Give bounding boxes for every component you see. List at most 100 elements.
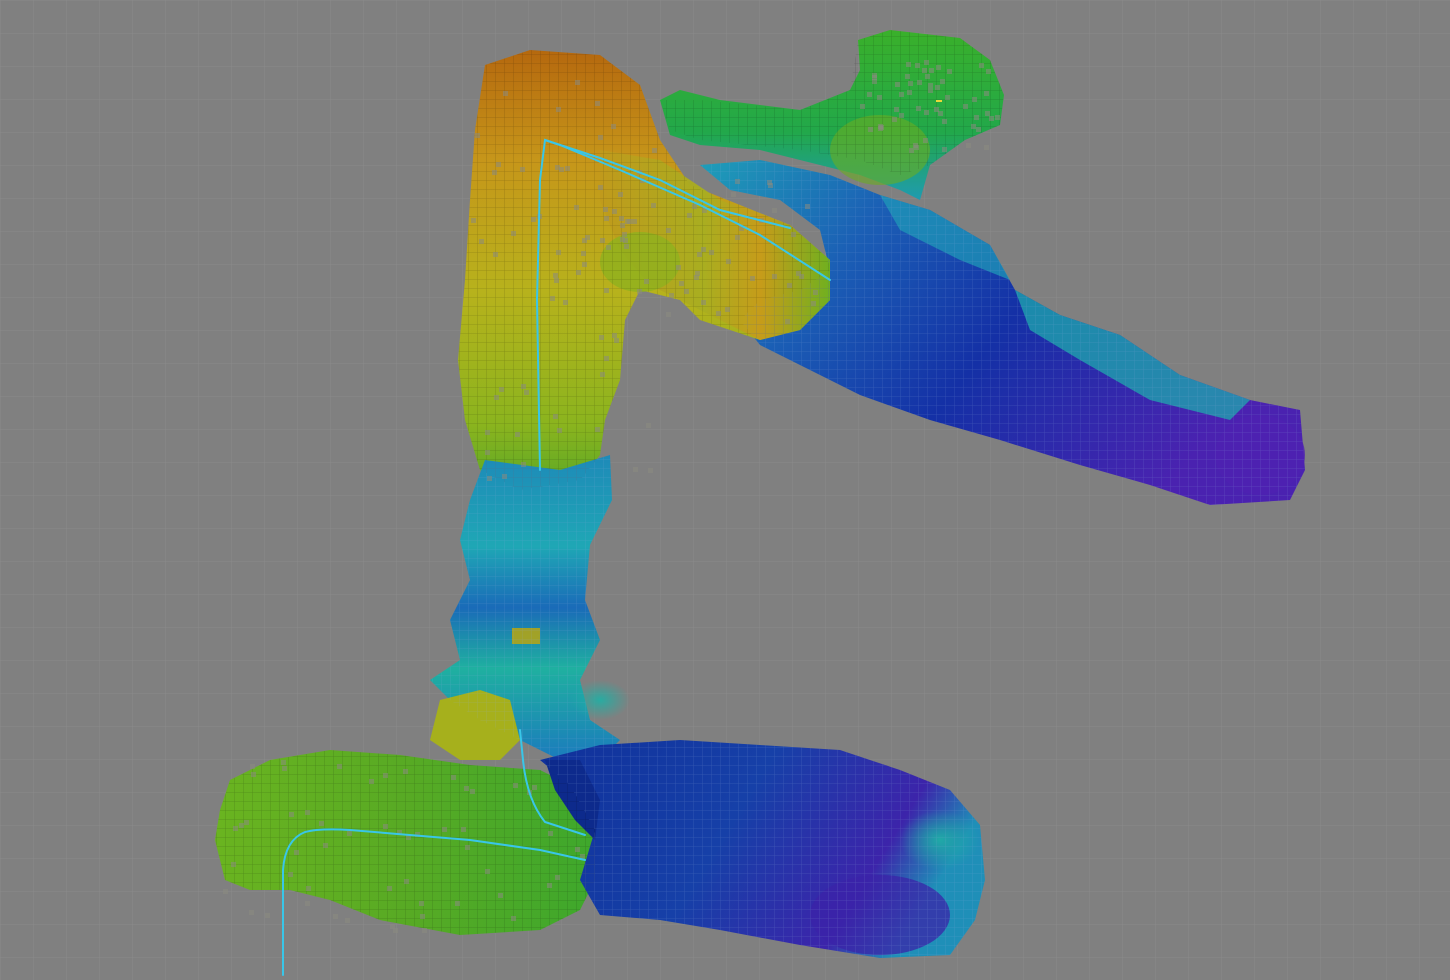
occupancy-cell (305, 810, 310, 815)
occupancy-cell (913, 143, 918, 148)
occupancy-cell (984, 91, 989, 96)
occupancy-cell (971, 124, 976, 129)
occupancy-cell (916, 106, 921, 111)
occupancy-cell (492, 170, 497, 175)
occupancy-cell (239, 823, 244, 828)
occupancy-cell (223, 889, 228, 894)
occupancy-cell (892, 117, 897, 122)
occupancy-cell (547, 883, 552, 888)
occupancy-cell (929, 68, 934, 73)
occupancy-cell (281, 760, 286, 765)
occupancy-cell (265, 913, 270, 918)
occupancy-cell (520, 167, 525, 172)
occupancy-cell (406, 835, 411, 840)
occupancy-cell (415, 832, 420, 837)
occupancy-cell (666, 312, 671, 317)
occupancy-cell (559, 167, 564, 172)
occupancy-cell (799, 274, 804, 279)
occupancy-cell (687, 213, 692, 218)
occupancy-cell (666, 228, 671, 233)
occupancy-cell (493, 252, 498, 257)
occupancy-cell (646, 423, 651, 428)
occupancy-cell (676, 265, 681, 270)
occupancy-cell (337, 764, 342, 769)
occupancy-cell (553, 414, 558, 419)
occupancy-cell (231, 862, 236, 867)
robot-path (282, 138, 831, 976)
occupancy-cell (694, 275, 699, 280)
occupancy-cell (796, 271, 801, 276)
occupancy-cell (475, 133, 480, 138)
occupancy-cell (899, 92, 904, 97)
occupancy-cell (623, 238, 628, 243)
occupancy-cell (403, 769, 408, 774)
occupancy-cell (604, 216, 609, 221)
occupancy-cell (499, 387, 504, 392)
occupancy-cell (345, 918, 350, 923)
occupancy-cell (289, 812, 294, 817)
occupancy-cell (282, 766, 287, 771)
occupancy-cell (984, 145, 989, 150)
occupancy-cell (701, 247, 706, 252)
occupancy-cell (585, 235, 590, 240)
occupancy-cell (383, 773, 388, 778)
occupancy-cell (872, 79, 877, 84)
occupancy-cell (521, 384, 526, 389)
occupancy-cell (464, 786, 469, 791)
occupancy-cell (612, 209, 617, 214)
occupancy-cell (620, 237, 625, 242)
occupancy-cell (709, 250, 714, 255)
occupancy-cell (553, 273, 558, 278)
occupancy-cell (249, 910, 254, 915)
occupancy-cell (347, 831, 352, 836)
occupancy-cell (575, 80, 580, 85)
occupancy-cell (938, 111, 943, 116)
occupancy-cell (511, 231, 516, 236)
occupancy-cell (633, 467, 638, 472)
occupancy-cell (531, 217, 536, 222)
occupancy-cell (947, 69, 952, 74)
occupancy-cell (494, 395, 499, 400)
occupancy-cell (422, 928, 427, 933)
occupancy-cell (556, 107, 561, 112)
occupancy-cell (648, 468, 653, 473)
occupancy-cell (600, 372, 605, 377)
occupancy-cell (878, 124, 883, 129)
occupancy-cell (768, 183, 773, 188)
occupancy-cell (934, 107, 939, 112)
occupancy-cell (485, 869, 490, 874)
occupancy-cell (625, 219, 630, 224)
occupancy-cell (979, 63, 984, 68)
occupancy-cell (966, 143, 971, 148)
occupancy-cell (772, 208, 777, 213)
occupancy-cell (305, 901, 310, 906)
occupancy-cell (974, 115, 979, 120)
occupancy-cell (397, 830, 402, 835)
occupancy-cell (515, 432, 520, 437)
occupancy-cell (651, 203, 656, 208)
occupancy-cell (915, 63, 920, 68)
occupancy-cell (632, 219, 637, 224)
occupancy-cell (813, 290, 818, 295)
marker (936, 100, 942, 102)
occupancy-cell (735, 235, 740, 240)
occupancy-cell (894, 107, 899, 112)
occupancy-cell (767, 180, 772, 185)
occupancy-cell (319, 821, 324, 826)
occupancy-speckles (223, 60, 1000, 933)
occupancy-cell (905, 74, 910, 79)
occupancy-cell (604, 356, 609, 361)
occupancy-cell (487, 476, 492, 481)
occupancy-cell (470, 789, 475, 794)
occupancy-cell (925, 74, 930, 79)
occupancy-cell (622, 232, 627, 237)
occupancy-cell (595, 427, 600, 432)
occupancy-cell (333, 914, 338, 919)
occupancy-cell (404, 879, 409, 884)
occupancy-cell (716, 311, 721, 316)
occupancy-cell (233, 826, 238, 831)
occupancy-cell (739, 226, 744, 231)
occupancy-cell (250, 764, 255, 769)
